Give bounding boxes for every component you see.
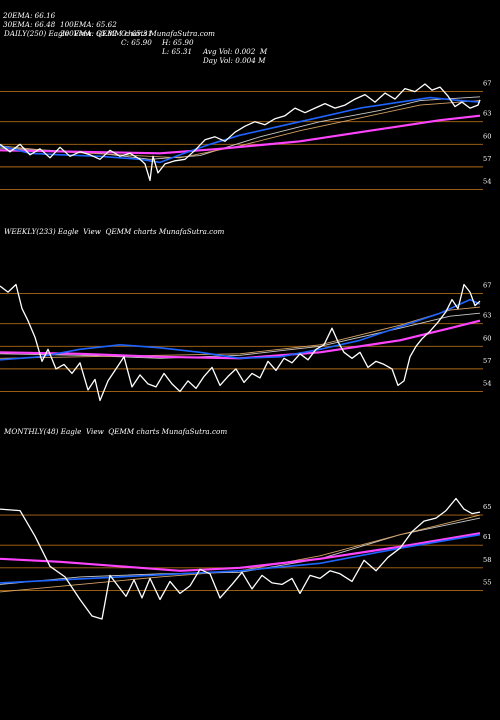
open-readout: O: 65.31 xyxy=(121,29,153,38)
daily-series-ema_long xyxy=(0,114,481,155)
daily-series-ema_alt xyxy=(0,96,481,160)
close-readout: C: 65.90 xyxy=(121,38,152,47)
daily-tick-label-54: 54 xyxy=(483,177,491,185)
high-readout: H: 65.90 xyxy=(162,38,194,47)
day-vol-readout: Day Vol: 0.004 M xyxy=(203,56,266,65)
daily-series-ema_short xyxy=(0,96,481,164)
weekly-series-ema_long xyxy=(0,319,481,360)
daily-tick-label-57: 57 xyxy=(483,155,491,163)
avg-vol-readout: Avg Vol: 0.002 M xyxy=(203,47,268,56)
weekly-series-ema_short xyxy=(0,298,481,361)
monthly-series-ema_short xyxy=(0,533,481,584)
monthly-tick-label-61: 61 xyxy=(483,533,491,541)
daily-tick-label-67: 67 xyxy=(483,80,491,88)
monthly-panel-title: MONTHLY(48) Eagle View QEMM charts Munaf… xyxy=(4,427,228,436)
daily-tick-label-63: 63 xyxy=(483,110,491,118)
monthly-series-price xyxy=(0,497,481,620)
weekly-tick-label-54: 54 xyxy=(483,379,491,387)
weekly-panel-title: WEEKLY(233) Eagle View QEMM charts Munaf… xyxy=(4,227,225,236)
weekly-tick-label-57: 57 xyxy=(483,357,491,365)
monthly-series-ema_mid xyxy=(0,514,481,593)
header-row-2: 30EMA: 66.48 200EMA: 63.82 C: 65.90 L: 6… xyxy=(3,11,265,65)
daily-panel-title: DAILY(250) Eagle View QEMM charts Munafa… xyxy=(4,29,215,38)
monthly-panel: 65 61 58 55 xyxy=(0,497,491,620)
weekly-tick-label-63: 63 xyxy=(483,312,491,320)
ema30-readout: 30EMA: 66.48 xyxy=(3,20,56,29)
monthly-series-ema_long xyxy=(0,532,481,572)
ema200-readout: 200EMA: 63.82 xyxy=(60,29,117,38)
header-row-1: 20EMA: 66.16 100EMA: 65.62 O: 65.31 H: 6… xyxy=(3,2,267,56)
weekly-series-price xyxy=(0,283,481,402)
ema100-readout: 100EMA: 65.62 xyxy=(60,20,117,29)
weekly-tick-label-67: 67 xyxy=(483,282,491,290)
monthly-tick-label-55: 55 xyxy=(483,578,491,586)
monthly-tick-label-65: 65 xyxy=(483,503,491,511)
daily-panel: 67 63 60 57 54 xyxy=(0,80,491,190)
low-readout: L: 65.31 xyxy=(162,47,193,56)
daily-series-price xyxy=(0,83,481,182)
weekly-tick-label-60: 60 xyxy=(483,334,491,342)
weekly-panel: 67 63 60 57 54 xyxy=(0,282,491,402)
ema20-readout: 20EMA: 66.16 xyxy=(3,11,56,20)
daily-tick-label-60: 60 xyxy=(483,132,491,140)
monthly-tick-label-58: 58 xyxy=(483,556,491,564)
